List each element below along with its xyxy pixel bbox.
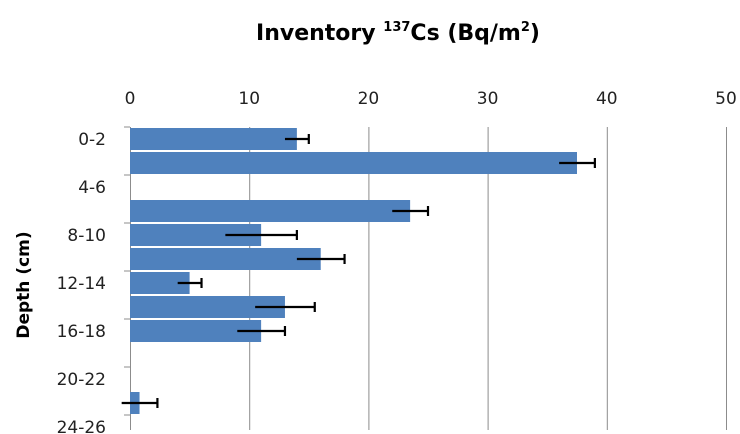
bar-0-2 — [130, 128, 297, 150]
x-tick-label: 0 — [125, 89, 136, 109]
chart-title: Inventory 137Cs (Bq/m2) — [256, 20, 540, 46]
x-tick-label: 40 — [596, 89, 618, 109]
y-tick-label: 8-10 — [67, 226, 106, 246]
y-tick-label: 24-26 — [57, 418, 106, 434]
bar-6-8 — [130, 200, 411, 222]
x-tick-labels: 0 10 20 30 40 50 — [125, 89, 737, 109]
bar-16-18 — [130, 320, 262, 342]
bars — [130, 128, 577, 414]
error-bar-8-10 — [225, 230, 298, 240]
bar-10-12 — [130, 248, 321, 270]
title-main: Cs (Bq/m — [410, 21, 520, 46]
bar-14-16 — [130, 296, 285, 318]
title-prefix: Inventory — [256, 21, 383, 46]
x-tick-label: 30 — [477, 89, 499, 109]
title-isotope-superscript: 137 — [383, 20, 410, 35]
error-bar-12-14 — [177, 278, 203, 288]
y-tick-label: 0-2 — [78, 130, 106, 150]
error-bar-6-8 — [392, 206, 430, 216]
error-bar-22-24 — [121, 398, 159, 408]
error-bar-0-2 — [284, 134, 310, 144]
y-tick-label: 12-14 — [57, 274, 106, 294]
y-axis-label: Depth (cm) — [14, 231, 34, 338]
error-bar-16-18 — [237, 326, 287, 336]
x-tick-label: 10 — [238, 89, 260, 109]
y-tick-label: 20-22 — [57, 370, 106, 390]
error-bars — [121, 134, 596, 408]
title-unit-superscript: 2 — [521, 20, 530, 35]
grid-lines — [124, 126, 727, 430]
bar-12-14 — [130, 272, 190, 294]
error-bar-10-12 — [296, 254, 346, 264]
y-tick-label: 16-18 — [57, 322, 106, 342]
error-bar-14-16 — [255, 302, 316, 312]
bar-2-4 — [130, 152, 577, 174]
y-tick-labels: 0-2 4-6 8-10 12-14 16-18 20-22 24-26 — [57, 130, 106, 434]
title-suffix: ) — [530, 21, 540, 46]
x-tick-label: 50 — [715, 89, 737, 109]
bar-8-10 — [130, 224, 262, 246]
y-tick-label: 4-6 — [78, 178, 106, 198]
error-bar-2-4 — [559, 158, 596, 168]
x-tick-label: 20 — [358, 89, 380, 109]
